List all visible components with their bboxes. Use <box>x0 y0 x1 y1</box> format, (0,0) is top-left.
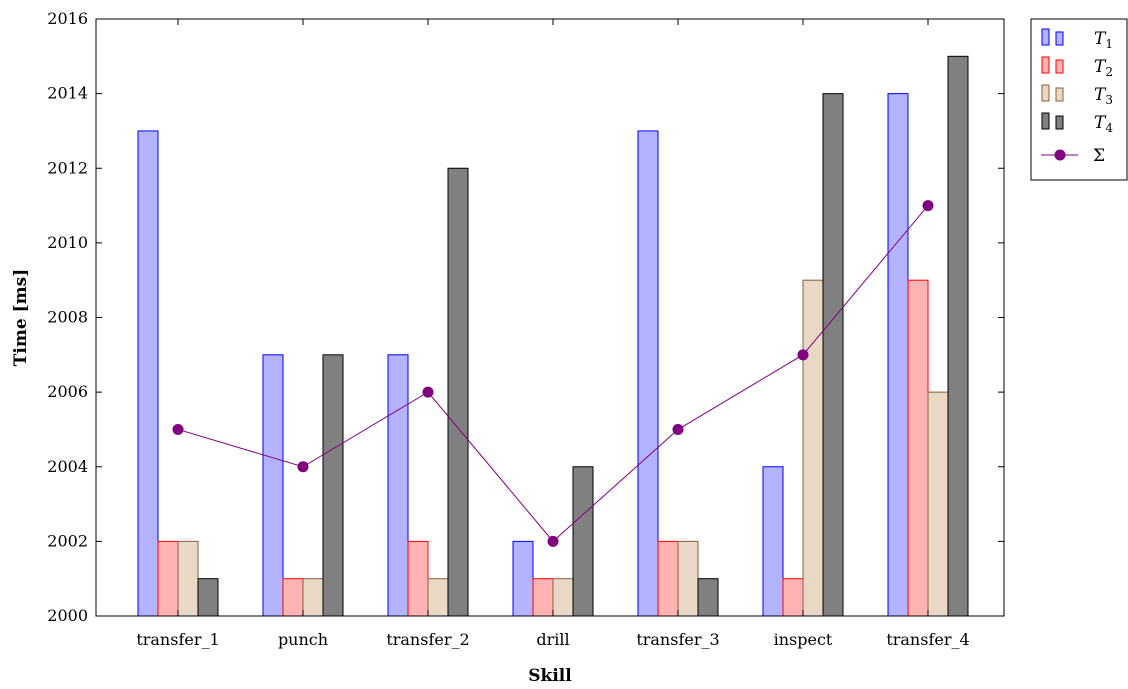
bar-drill-t3 <box>552 578 574 617</box>
bar-transfer_2-t2 <box>407 540 429 617</box>
x-tick-label: drill <box>536 630 569 649</box>
bar-inspect-t4 <box>822 93 844 617</box>
axes-layer: 2000 2002 2004 2006 2008 2010 2012 2014 2016 tran… <box>47 9 1004 649</box>
sum-point-transfer_2 <box>422 386 434 398</box>
y-tick-label: 2008 <box>47 308 88 327</box>
y-tick-label: 2012 <box>47 158 88 177</box>
bar-punch-t3 <box>302 578 324 617</box>
sum-point-transfer_3 <box>672 423 684 435</box>
sum-point-transfer_1 <box>172 423 184 435</box>
bar-transfer_3-t2 <box>657 540 679 617</box>
bar-transfer_2-t1 <box>387 354 409 617</box>
bar-transfer_3-t1 <box>637 130 659 617</box>
legend-swatch-t4 <box>1041 112 1050 130</box>
bar-transfer_4-t1 <box>887 93 909 617</box>
legend-swatch-t2 <box>1041 56 1050 74</box>
bar-inspect-t1 <box>762 466 784 617</box>
x-tick-label: transfer_4 <box>886 630 969 649</box>
bar-punch-t1 <box>262 354 284 617</box>
sum-point-drill <box>547 535 559 547</box>
bar-transfer_2-t4 <box>447 167 469 617</box>
legend-label-sum: Σ <box>1093 146 1105 166</box>
sum-point-transfer_4 <box>922 200 934 212</box>
bar-inspect-t2 <box>782 578 804 617</box>
plot-frame <box>95 18 1005 617</box>
y-tick-label: 2016 <box>47 9 88 28</box>
bar-transfer_1-t1 <box>137 130 159 617</box>
legend-swatch-t3 <box>1041 84 1050 102</box>
bar-transfer_4-t3 <box>927 391 949 617</box>
x-tick-label: inspect <box>774 630 833 649</box>
bar-drill-t4 <box>572 466 594 617</box>
y-tick-label: 2000 <box>47 606 88 625</box>
y-tick-label: 2002 <box>47 531 88 550</box>
bar-punch-t2 <box>282 578 304 617</box>
bar-inspect-t3 <box>802 279 824 617</box>
sum-line-layer <box>172 200 934 547</box>
bar-transfer_4-t2 <box>907 279 929 617</box>
bar-transfer_1-t4 <box>197 578 219 617</box>
legend-swatch-t1 <box>1041 28 1050 46</box>
bars-layer <box>137 55 969 617</box>
bar-transfer_3-t4 <box>697 578 719 617</box>
bar-drill-t1 <box>512 540 534 617</box>
y-tick-label: 2014 <box>47 84 88 103</box>
bar-transfer_1-t2 <box>157 540 179 617</box>
legend-swatch-sum-marker <box>1054 149 1066 161</box>
x-tick-label: transfer_1 <box>136 630 219 649</box>
bar-transfer_2-t3 <box>427 578 449 617</box>
legend-swatch-t1 <box>1055 31 1064 46</box>
y-tick-label: 2010 <box>47 233 88 252</box>
bar-punch-t4 <box>322 354 344 617</box>
x-tick-label: transfer_2 <box>386 630 469 649</box>
y-tick-label: 2006 <box>47 382 88 401</box>
legend-swatch-t2 <box>1055 59 1064 74</box>
legend-swatch-t4 <box>1055 115 1064 130</box>
bar-transfer_1-t3 <box>177 540 199 617</box>
y-tick-label: 2004 <box>47 457 88 476</box>
bar-transfer_3-t3 <box>677 540 699 617</box>
bar-drill-t2 <box>532 578 554 617</box>
x-tick-label: punch <box>278 630 328 649</box>
x-tick-label: transfer_3 <box>636 630 719 649</box>
bar-transfer_4-t4 <box>947 55 969 617</box>
x-axis-title: Skill <box>528 666 572 686</box>
y-axis-title: Time [ms] <box>11 269 31 366</box>
legend-swatch-t3 <box>1055 87 1064 102</box>
sum-point-inspect <box>797 349 809 361</box>
sum-point-punch <box>297 461 309 473</box>
